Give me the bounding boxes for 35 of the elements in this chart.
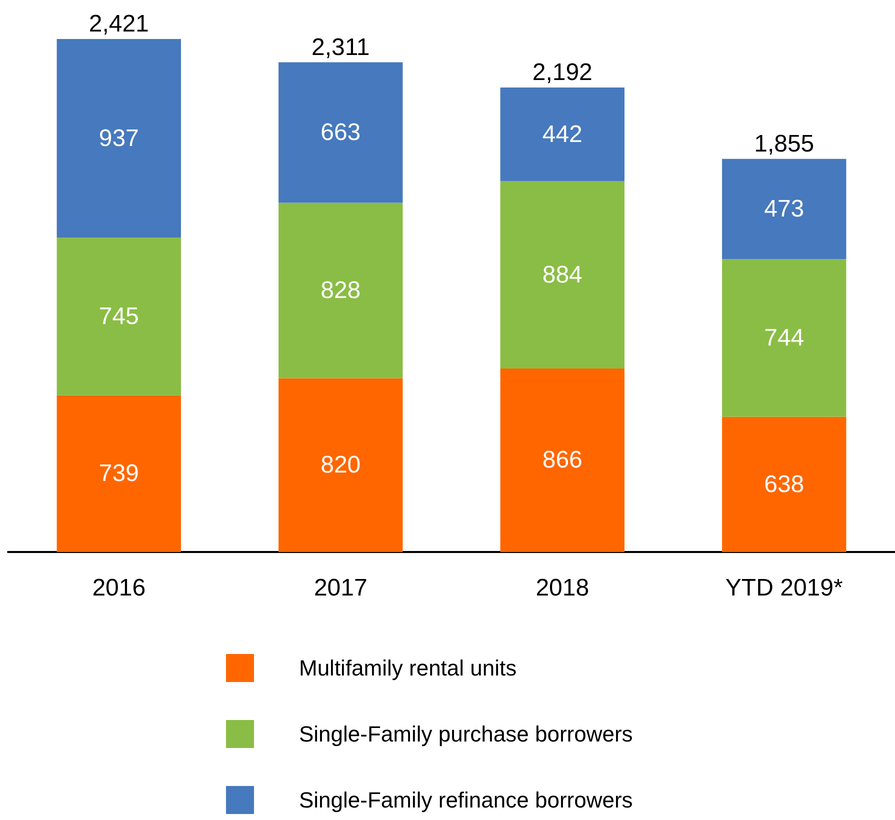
x-tick-label: YTD 2019* (725, 574, 843, 602)
total-label: 2,311 (311, 34, 370, 61)
data-label: 884 (542, 261, 582, 288)
legend-label: Multifamily rental units (299, 656, 517, 680)
bar (500, 368, 624, 552)
legend-label: Single-Family refinance borrowers (299, 788, 633, 812)
x-tick-label: 2016 (92, 574, 146, 602)
data-label: 739 (98, 460, 139, 488)
bar (56, 39, 181, 238)
x-tick-label: 2017 (314, 574, 368, 602)
bar (56, 395, 181, 552)
bar (722, 416, 846, 552)
bar (722, 158, 846, 260)
data-label: 745 (98, 302, 139, 330)
data-label: 744 (764, 324, 804, 352)
bar (500, 88, 624, 182)
bar (278, 378, 403, 552)
data-label: 473 (764, 196, 804, 223)
data-label: 638 (764, 470, 804, 498)
bar (278, 62, 403, 203)
data-label: 442 (542, 120, 582, 148)
bar (278, 202, 403, 378)
data-label: 866 (542, 446, 582, 474)
data-label: 828 (320, 277, 361, 304)
bar (722, 259, 846, 417)
bar (56, 238, 181, 396)
bar (500, 181, 624, 368)
legend-label: Single-Family purchase borrowers (299, 722, 633, 746)
data-label: 937 (98, 124, 139, 152)
data-label: 663 (320, 119, 361, 146)
data-label: 820 (320, 452, 361, 479)
total-label: 2,192 (532, 59, 592, 86)
total-label: 1,855 (754, 130, 814, 158)
x-tick-label: 2018 (536, 574, 590, 602)
total-label: 2,421 (88, 10, 149, 38)
